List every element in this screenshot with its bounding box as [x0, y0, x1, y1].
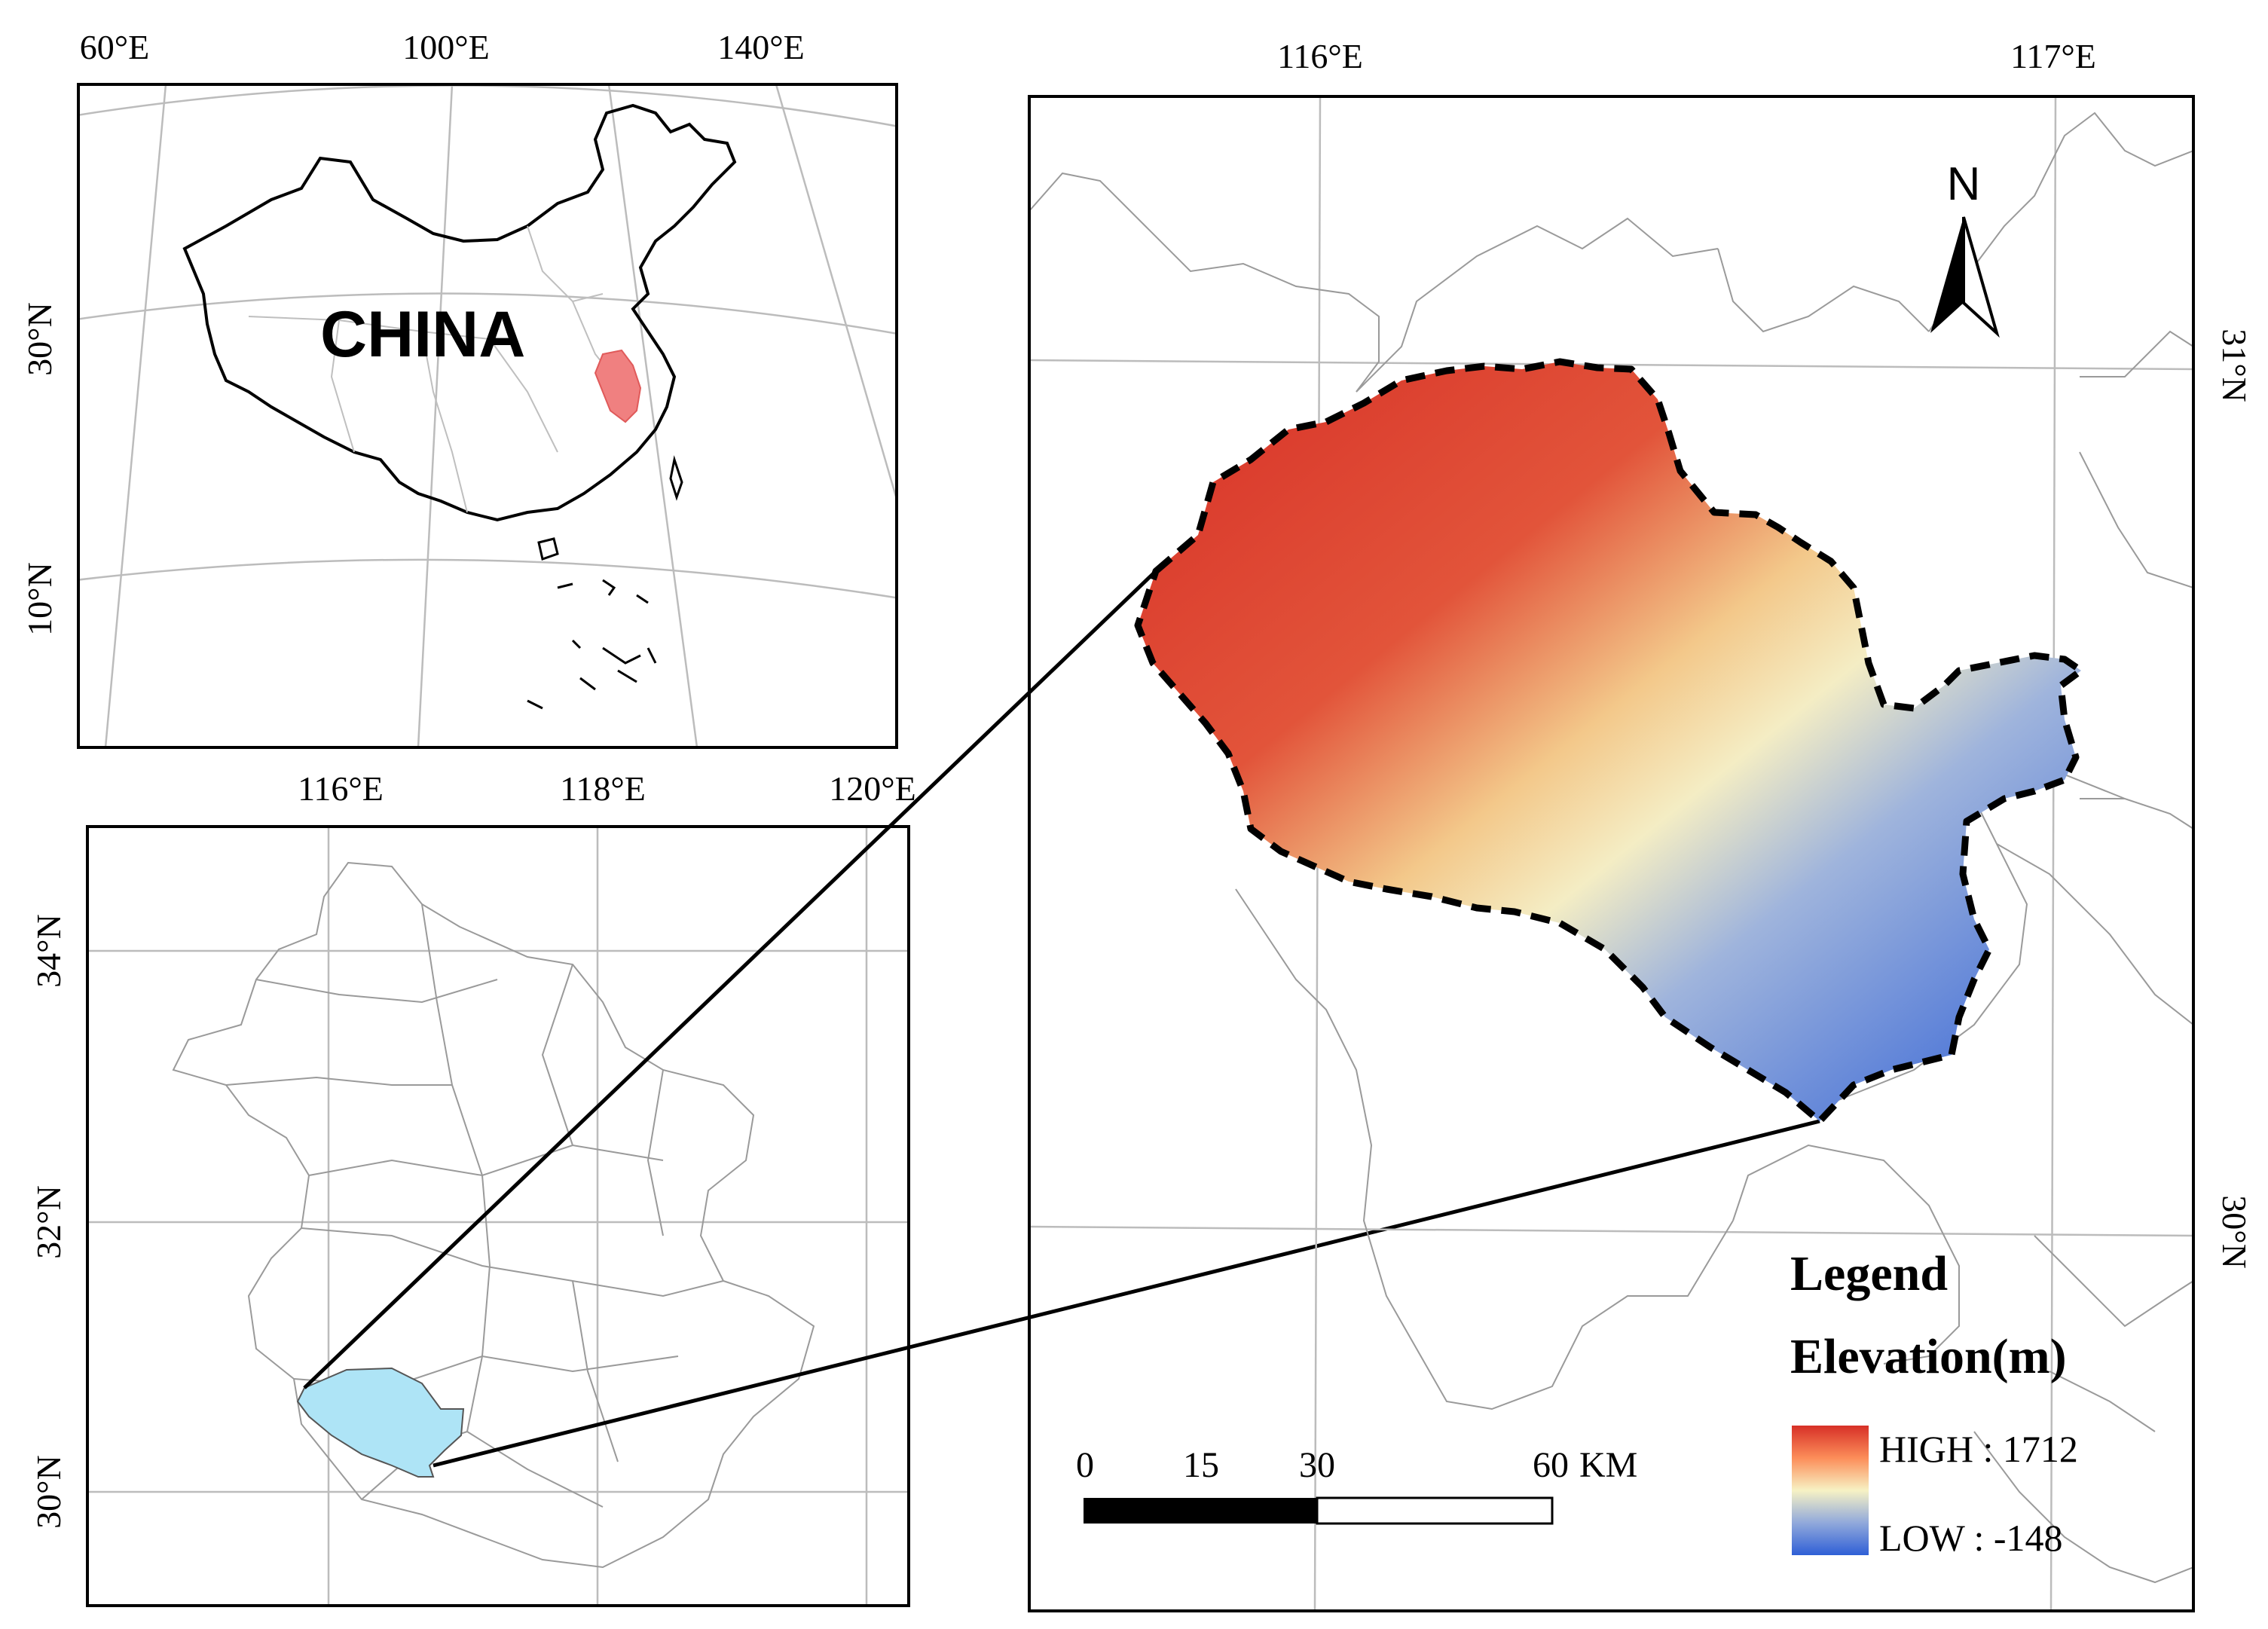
overview-lon-label-2: 140°E	[717, 28, 805, 66]
province-lat-label-0: 34°N	[29, 914, 68, 988]
legend: Legend Elevation(m) HIGH : 1712 LOW : -1…	[1790, 1246, 2078, 1559]
legend-subtitle: Elevation(m)	[1790, 1329, 2067, 1384]
scale-label-0: 0	[1076, 1445, 1094, 1485]
country-label: CHINA	[320, 298, 525, 371]
overview-graticule	[78, 84, 897, 747]
china-outline	[182, 103, 737, 522]
study-area-dem	[1134, 358, 2085, 1125]
connector-lines	[303, 570, 1820, 1468]
detail-lat-label-0: 31°N	[2215, 329, 2254, 402]
province-frame	[86, 825, 910, 1607]
detail-lon-label-0: 116°E	[1277, 37, 1363, 75]
province-lon-label-0: 116°E	[298, 769, 384, 808]
overview-lat-label-1: 10°N	[20, 562, 59, 636]
detail-lat-label-1: 30°N	[2215, 1195, 2254, 1269]
study-area-highlight	[296, 1367, 465, 1478]
legend-low-label: LOW : -148	[1879, 1517, 2062, 1559]
scale-unit: KM	[1579, 1445, 1637, 1485]
overview-lat-label-0: 30°N	[20, 302, 59, 376]
province-map: 116°E 118°E 120°E 34°N 32°N 30°N	[29, 769, 916, 1607]
scale-label-3: 60	[1533, 1445, 1569, 1485]
legend-high-label: HIGH : 1712	[1879, 1428, 2078, 1470]
detail-lon-label-1: 117°E	[2010, 37, 2096, 75]
scale-bar: 0 15 30 60 KM	[1076, 1445, 1637, 1525]
anhui-province-highlight	[594, 349, 642, 423]
province-lat-label-2: 30°N	[29, 1455, 68, 1529]
overview-lon-label-0: 60°E	[80, 28, 150, 66]
province-lon-label-2: 120°E	[829, 769, 916, 808]
scale-label-2: 30	[1299, 1445, 1335, 1485]
province-lat-label-1: 32°N	[29, 1185, 68, 1259]
legend-title: Legend	[1790, 1246, 1948, 1301]
overview-map: CHINA 60°E 100°E 140°E 30°N 10°N	[20, 28, 898, 749]
detail-frame	[1028, 95, 2195, 1612]
legend-color-ramp	[1792, 1426, 1869, 1555]
overview-province-lines	[248, 225, 626, 513]
north-arrow-icon	[1930, 217, 1964, 333]
anhui-outline	[172, 861, 815, 1569]
north-arrow: N	[1930, 158, 2000, 338]
province-lon-label-1: 118°E	[560, 769, 646, 808]
overview-islands	[527, 455, 683, 710]
detail-graticule	[1029, 96, 2193, 1611]
north-label: N	[1947, 158, 1981, 210]
overview-lon-label-1: 100°E	[402, 28, 490, 66]
overview-frame	[77, 83, 898, 749]
province-graticule	[87, 827, 909, 1606]
scale-label-1: 15	[1183, 1445, 1219, 1485]
detail-map: 116°E 117°E 31°N 30°N N 0 15 30 60 KM Le…	[1028, 37, 2254, 1612]
